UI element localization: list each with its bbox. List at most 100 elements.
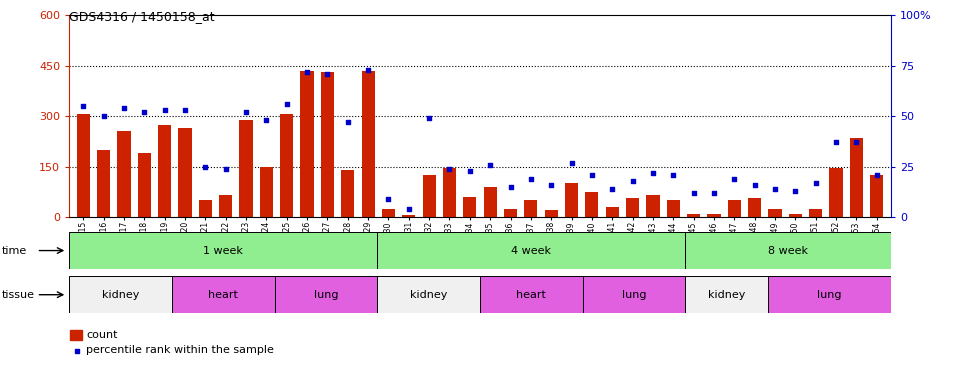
Point <box>625 178 640 184</box>
Text: kidney: kidney <box>102 290 139 300</box>
Point <box>421 115 437 121</box>
Point <box>218 166 233 172</box>
Bar <box>117 131 131 217</box>
Bar <box>606 207 619 217</box>
Point <box>462 167 477 174</box>
Bar <box>626 199 639 217</box>
Point <box>808 180 824 186</box>
Bar <box>69 232 377 269</box>
Bar <box>646 195 660 217</box>
Point <box>442 166 457 172</box>
Point <box>523 175 539 182</box>
Bar <box>524 200 538 217</box>
Text: GDS4316 / 1450158_at: GDS4316 / 1450158_at <box>69 10 215 23</box>
Bar <box>321 73 334 217</box>
Bar <box>377 276 480 313</box>
Bar <box>768 209 781 217</box>
Bar <box>280 114 294 217</box>
Point <box>178 107 193 113</box>
Bar <box>402 215 416 217</box>
Bar <box>564 184 578 217</box>
Bar <box>341 170 354 217</box>
Bar <box>666 200 680 217</box>
Text: lung: lung <box>314 290 338 300</box>
Text: kidney: kidney <box>410 290 447 300</box>
Point <box>96 113 111 119</box>
Point <box>707 190 722 196</box>
Bar <box>544 210 558 217</box>
Bar <box>97 150 110 217</box>
Bar <box>586 192 598 217</box>
Text: heart: heart <box>208 290 238 300</box>
Bar <box>377 232 685 269</box>
Text: kidney: kidney <box>708 290 745 300</box>
Text: time: time <box>2 245 27 256</box>
Bar <box>728 200 741 217</box>
Bar <box>809 209 822 217</box>
Point <box>340 119 355 125</box>
Bar <box>362 71 374 217</box>
Bar <box>829 168 843 217</box>
Point <box>76 103 91 109</box>
Point <box>503 184 518 190</box>
Point <box>381 196 396 202</box>
Text: 8 week: 8 week <box>768 245 808 256</box>
Bar <box>158 124 171 217</box>
Point <box>360 67 375 73</box>
Bar <box>172 276 275 313</box>
Point <box>401 206 417 212</box>
Text: tissue: tissue <box>2 290 35 300</box>
Bar <box>382 209 396 217</box>
Point <box>605 186 620 192</box>
Bar <box>464 197 476 217</box>
Point <box>564 159 579 166</box>
Bar <box>300 71 314 217</box>
Text: lung: lung <box>817 290 842 300</box>
Text: lung: lung <box>622 290 646 300</box>
Bar <box>219 195 232 217</box>
Bar <box>789 214 802 217</box>
Point <box>198 164 213 170</box>
Point <box>645 170 660 176</box>
Point <box>157 107 173 113</box>
Bar <box>275 276 377 313</box>
Bar <box>870 175 883 217</box>
Bar <box>69 276 172 313</box>
Point <box>685 190 701 196</box>
Bar <box>480 276 583 313</box>
Text: count: count <box>86 330 118 340</box>
Bar <box>748 199 761 217</box>
Bar <box>484 187 496 217</box>
Point <box>259 117 275 123</box>
Bar <box>422 175 436 217</box>
Point <box>665 172 681 178</box>
Point <box>483 162 498 168</box>
Point <box>828 139 844 146</box>
Point <box>136 109 152 115</box>
Bar <box>708 214 721 217</box>
Point <box>279 101 295 107</box>
Bar <box>687 214 700 217</box>
Point <box>238 109 253 115</box>
Text: 1 week: 1 week <box>204 245 243 256</box>
Text: 4 week: 4 week <box>512 245 551 256</box>
Point <box>727 175 742 182</box>
Point <box>787 188 803 194</box>
Point <box>320 71 335 77</box>
Bar <box>768 276 891 313</box>
Text: heart: heart <box>516 290 546 300</box>
Bar <box>239 119 252 217</box>
Point <box>300 69 315 75</box>
Point <box>585 172 600 178</box>
Point <box>767 186 782 192</box>
Point <box>849 139 864 146</box>
Bar <box>685 232 891 269</box>
Bar <box>583 276 685 313</box>
Point <box>869 172 884 178</box>
Bar <box>685 276 768 313</box>
Bar <box>504 209 517 217</box>
Bar <box>850 138 863 217</box>
Bar <box>260 167 273 217</box>
Bar <box>138 153 151 217</box>
Point <box>543 182 559 188</box>
